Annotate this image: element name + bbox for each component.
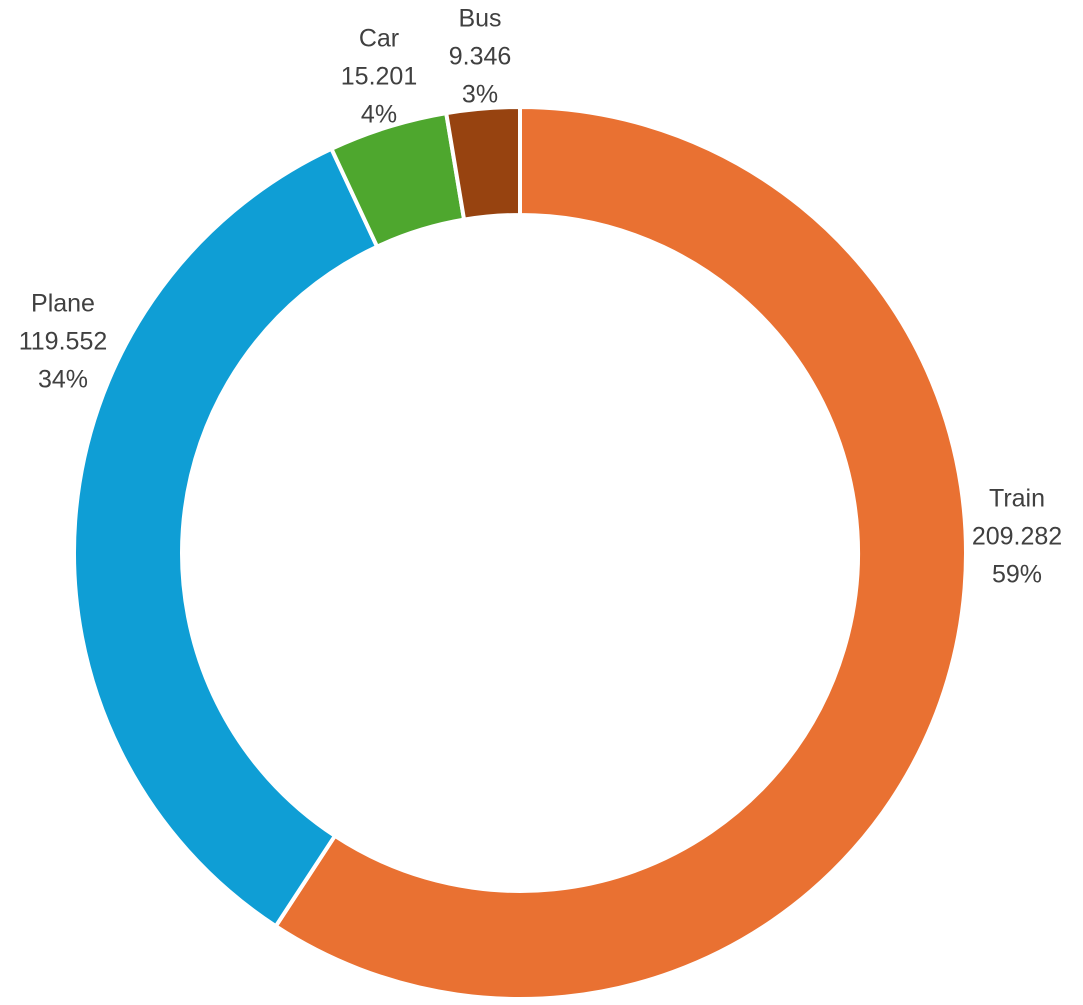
label-train-name: Train	[989, 485, 1045, 513]
data-label-bus: Bus 9.346 3%	[449, 5, 512, 109]
data-label-plane: Plane 119.552 34%	[19, 290, 108, 394]
data-label-train: Train 209.282 59%	[972, 485, 1062, 589]
slice-plane	[72, 146, 380, 929]
label-car-name: Car	[359, 25, 399, 53]
data-labels: Train 209.282 59% Plane 119.552 34% Car 15.201 4…	[19, 5, 1062, 589]
label-plane-value: 119.552	[19, 328, 108, 356]
label-bus-value: 9.346	[449, 43, 512, 71]
label-train-value: 209.282	[972, 523, 1062, 551]
label-car-value: 15.201	[341, 63, 417, 91]
label-car-percent: 4%	[361, 101, 397, 129]
label-bus-name: Bus	[458, 5, 501, 33]
label-plane-name: Plane	[31, 290, 95, 318]
slice-train	[273, 104, 968, 1001]
label-plane-percent: 34%	[38, 366, 88, 394]
label-train-percent: 59%	[992, 561, 1042, 589]
donut-slices	[72, 104, 968, 1001]
label-bus-percent: 3%	[462, 81, 498, 109]
data-label-car: Car 15.201 4%	[341, 25, 417, 129]
slice-bus	[443, 104, 522, 222]
